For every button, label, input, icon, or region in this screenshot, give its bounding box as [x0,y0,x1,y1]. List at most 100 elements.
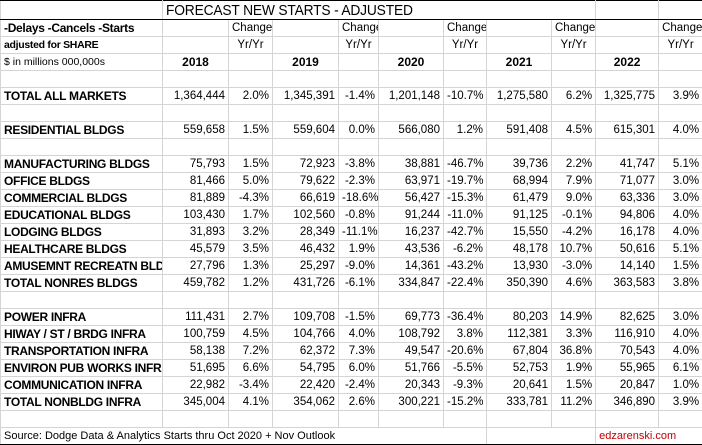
value-2021[interactable]: 91,125 [486,206,552,224]
empty-cell[interactable] [228,70,273,88]
value-2020[interactable]: 1,201,148 [378,87,444,105]
row-label[interactable]: MANUFACTURING BLDGS [0,155,163,173]
change-2022[interactable]: 3.0% [658,189,702,207]
empty-cell[interactable] [272,19,339,37]
value-2020[interactable]: 49,547 [378,342,444,360]
value-2019[interactable]: 1,345,391 [272,87,339,105]
change-2020[interactable]: -19.7% [443,172,487,190]
change-2018[interactable]: 1.5% [228,155,273,173]
empty-cell[interactable] [272,138,339,156]
value-2021[interactable]: 1,275,580 [486,87,552,105]
empty-cell[interactable] [338,104,379,122]
value-2022[interactable]: 63,336 [595,189,660,207]
value-2022[interactable]: 82,625 [595,308,660,326]
empty-cell[interactable] [0,291,163,309]
empty-cell[interactable] [550,410,597,428]
value-2022[interactable]: 94,806 [595,206,660,224]
change-2018[interactable]: 1.2% [228,274,273,292]
change-2018[interactable]: 2.0% [228,87,273,105]
header-label-2[interactable]: adjusted for SHARE [0,36,163,54]
value-2019[interactable]: 354,062 [272,393,339,411]
change-2022[interactable]: 1.0% [658,376,702,394]
change-header[interactable]: Change [228,19,273,37]
value-2021[interactable]: 13,930 [486,257,552,275]
row-label[interactable]: AMUSEMNT RECREATN BLDG [0,257,163,275]
value-2018[interactable]: 22,982 [162,376,229,394]
value-2019[interactable]: 109,708 [272,308,339,326]
year-header-2019[interactable]: 2019 [272,53,339,71]
value-2018[interactable]: 27,796 [162,257,229,275]
empty-cell[interactable] [443,104,487,122]
empty-cell[interactable] [162,138,229,156]
value-2022[interactable]: 55,965 [595,359,660,377]
change-2021[interactable]: -0.1% [550,206,597,224]
change-2019[interactable]: -18.6% [338,189,379,207]
change-2020[interactable]: -42.7% [443,223,487,241]
empty-cell[interactable] [550,53,597,71]
change-2021[interactable]: 10.7% [550,240,597,258]
value-2022[interactable]: 41,747 [595,155,660,173]
value-2021[interactable]: 591,408 [486,121,552,139]
change-2019[interactable]: -9.0% [338,257,379,275]
empty-cell[interactable] [550,291,597,309]
value-2018[interactable]: 81,466 [162,172,229,190]
empty-cell[interactable] [0,410,163,428]
row-label[interactable]: ENVIRON PUB WORKS INFRA [0,359,163,377]
empty-cell[interactable] [378,36,444,54]
empty-cell[interactable] [0,70,163,88]
change-2018[interactable]: -3.4% [228,376,273,394]
change-2019[interactable]: 7.3% [338,342,379,360]
empty-cell[interactable] [0,104,163,122]
value-2022[interactable]: 615,301 [595,121,660,139]
value-2020[interactable]: 91,244 [378,206,444,224]
change-2019[interactable]: 2.6% [338,393,379,411]
empty-cell[interactable] [272,36,339,54]
empty-cell[interactable] [658,410,702,428]
empty-cell[interactable] [272,410,339,428]
value-2022[interactable]: 71,077 [595,172,660,190]
value-2019[interactable]: 79,622 [272,172,339,190]
value-2022[interactable]: 70,543 [595,342,660,360]
value-2022[interactable]: 20,847 [595,376,660,394]
change-2021[interactable]: 7.9% [550,172,597,190]
value-2022[interactable]: 346,890 [595,393,660,411]
value-2018[interactable]: 51,695 [162,359,229,377]
row-label[interactable]: TOTAL NONRES BLDGS [0,274,163,292]
value-2021[interactable]: 68,994 [486,172,552,190]
change-2019[interactable]: 6.0% [338,359,379,377]
empty-cell[interactable] [486,19,552,37]
empty-cell[interactable] [228,291,273,309]
value-2020[interactable]: 16,237 [378,223,444,241]
value-2019[interactable]: 62,372 [272,342,339,360]
change-2019[interactable]: 1.9% [338,240,379,258]
empty-cell[interactable] [378,138,444,156]
empty-cell[interactable] [486,291,552,309]
change-2019[interactable]: -2.4% [338,376,379,394]
empty-cell[interactable] [550,104,597,122]
year-header-2022[interactable]: 2022 [595,53,660,71]
change-2019[interactable]: -0.8% [338,206,379,224]
change-2018[interactable]: 1.3% [228,257,273,275]
change-2019[interactable]: -2.3% [338,172,379,190]
change-2018[interactable]: 3.5% [228,240,273,258]
site-link[interactable]: edzarenski.com [595,427,702,445]
change-2018[interactable]: 2.7% [228,308,273,326]
header-label-1[interactable]: -Delays -Cancels -Starts [0,19,163,37]
yoy-header[interactable]: Yr/Yr [443,36,487,54]
empty-cell[interactable] [162,410,229,428]
yoy-header[interactable]: Yr/Yr [338,36,379,54]
empty-cell[interactable] [378,70,444,88]
value-2020[interactable]: 334,847 [378,274,444,292]
change-2020[interactable]: -10.7% [443,87,487,105]
empty-cell[interactable] [443,53,487,71]
row-label[interactable]: COMMERCIAL BLDGS [0,189,163,207]
change-2021[interactable]: 11.2% [550,393,597,411]
value-2018[interactable]: 111,431 [162,308,229,326]
yoy-header[interactable]: Yr/Yr [550,36,597,54]
empty-cell[interactable] [595,36,660,54]
row-label[interactable]: EDUCATIONAL BLDGS [0,206,163,224]
empty-cell[interactable] [228,410,273,428]
empty-cell[interactable] [338,70,379,88]
empty-cell[interactable] [378,19,444,37]
empty-cell[interactable] [443,138,487,156]
